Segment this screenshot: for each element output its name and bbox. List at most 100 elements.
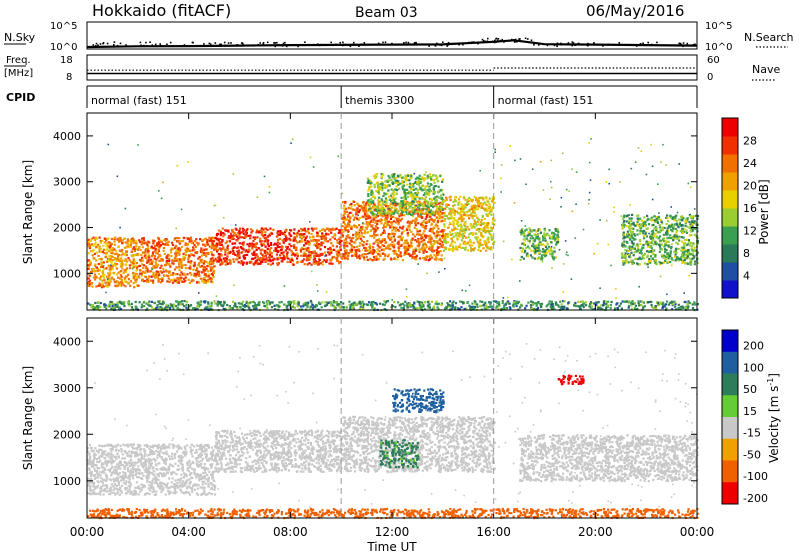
echo-cell [377,189,380,192]
echo-cell [394,204,397,207]
echo-cell [393,200,396,203]
echo-cell [246,243,249,246]
echo-cell [478,246,481,249]
echo-cell [692,228,695,231]
echo-cell [434,196,437,199]
echo-cell [610,300,613,304]
noise-search-point [501,40,503,42]
echo-cell [195,241,199,244]
echo-cell [375,225,378,228]
echo-cell [405,245,408,248]
echo-cell [691,225,694,228]
echo-cell [632,261,635,264]
echo-cell [328,262,331,265]
echo-cell [144,256,148,259]
echo-cell [216,232,219,236]
echo-cell [257,231,261,234]
echo-cell [482,196,485,199]
echo-cell [356,237,359,240]
echo-cell [479,202,482,205]
echo-cell [347,222,350,225]
echo-cell [551,250,554,253]
echo-cell [266,235,270,238]
echo-cell [696,240,700,243]
echo-cell [460,225,463,228]
echo-cell [405,248,408,251]
echo-cell [198,281,201,284]
noise-search-point [266,41,269,44]
echo-cell [162,243,165,246]
echo-cell [436,195,439,198]
echo-cell [307,227,310,231]
echo-cell [263,240,266,243]
echo-cell [397,250,400,253]
echo-cell [543,229,547,232]
echo-cell [383,229,386,232]
noise-search-point [166,43,168,46]
noise-search-point [572,42,575,44]
echo-cell [347,254,350,257]
echo-cell [366,213,369,216]
echo-cell [213,269,216,272]
echo-cell [325,232,328,235]
echo-cell [147,260,150,263]
echo-cell [491,206,494,209]
echo-cell [538,249,541,252]
echo-cell [240,251,243,254]
echo-cell [322,241,325,244]
echo-cell [398,202,401,205]
echo-cell [637,248,640,251]
echo-cell [338,262,341,265]
echo-cell [627,249,630,252]
echo-cell [376,226,379,230]
echo-cell [160,264,163,267]
echo-cell [378,211,381,214]
echo-cell [316,246,319,250]
echo-cell [680,223,683,227]
echo-cell [157,236,160,239]
echo-cell [418,243,421,246]
echo-cell [393,301,396,304]
echo-cell [620,307,623,310]
echo-cell [488,205,491,208]
echo-cell [323,251,326,254]
echo-cell [315,252,318,255]
echo-cell [557,231,560,234]
echo-cell [665,255,668,259]
echo-cell [471,233,474,237]
echo-cell [236,235,239,238]
echo-cell [88,246,91,250]
echo-cell [267,262,270,265]
echo-cell [435,255,438,259]
echo-cell [485,213,488,216]
echo-cell [384,193,387,196]
nave-right-tick-top: 60 [707,55,720,66]
echo-cell [196,250,199,254]
echo-cell [378,196,381,199]
echo-cell [427,203,430,206]
echo-cell [149,246,153,249]
echo-cell [674,227,677,231]
echo-cell [260,233,263,236]
echo-cell [531,244,534,248]
echo-cell [686,225,689,228]
echo-cell [403,195,406,198]
echo-cell [269,242,273,245]
echo-cell [207,302,210,305]
echo-cell [259,231,262,234]
echo-cell [476,220,479,223]
echo-cell [268,248,271,251]
echo-cell [294,232,297,235]
echo-cell [369,220,372,223]
echo-cell [219,230,223,233]
noise-search-point [461,42,463,45]
echo-cell [393,191,396,194]
echo-cell [232,246,235,249]
echo-cell [453,241,456,244]
echo-cell [391,215,394,219]
echo-cell [479,244,482,247]
echo-cell [326,227,329,230]
echo-cell [97,254,100,257]
echo-cell [648,259,651,262]
echo-cell [398,187,401,190]
